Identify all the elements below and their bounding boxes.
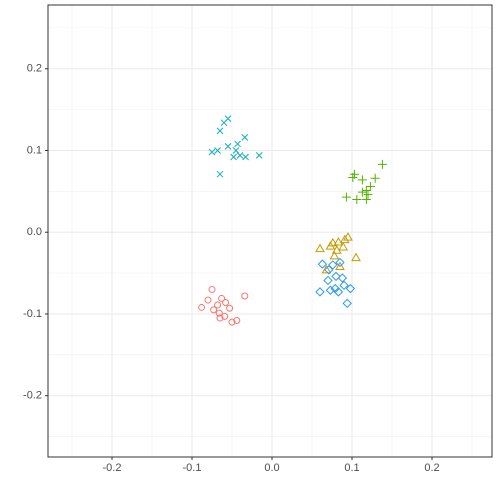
- panel-border: [47, 4, 493, 458]
- point: [220, 119, 228, 127]
- point: [228, 318, 236, 326]
- point: [341, 192, 351, 202]
- point: [343, 232, 353, 241]
- y-tick-label: -0.1: [23, 308, 42, 320]
- point: [365, 181, 375, 191]
- point: [233, 317, 241, 325]
- point: [361, 186, 371, 196]
- point: [255, 152, 263, 159]
- point: [215, 309, 223, 317]
- point: [349, 169, 359, 179]
- point: [331, 271, 341, 282]
- panel: [48, 5, 492, 457]
- point: [315, 243, 325, 253]
- point: [345, 283, 356, 294]
- point: [315, 287, 325, 297]
- point: [214, 301, 222, 309]
- point: [325, 285, 336, 295]
- point: [232, 147, 240, 154]
- point: [216, 127, 224, 135]
- y-tick-label: 0.2: [27, 63, 42, 75]
- point: [242, 153, 249, 161]
- x-tick-label: -0.1: [183, 462, 202, 474]
- point: [210, 306, 218, 314]
- point: [357, 175, 367, 185]
- point: [208, 285, 216, 293]
- point: [234, 140, 241, 148]
- point: [218, 294, 226, 302]
- point: [323, 275, 333, 286]
- point: [335, 257, 345, 268]
- point: [224, 143, 232, 150]
- point: [241, 134, 249, 141]
- point: [338, 241, 349, 251]
- point: [221, 312, 229, 320]
- point: [214, 147, 221, 154]
- point: [342, 298, 352, 309]
- point: [324, 265, 334, 275]
- point: [321, 264, 332, 274]
- point: [208, 148, 216, 156]
- point: [236, 152, 244, 159]
- point: [317, 259, 328, 269]
- point: [337, 273, 348, 283]
- point: [331, 245, 342, 254]
- point: [361, 195, 371, 205]
- point: [339, 280, 349, 291]
- point: [198, 303, 206, 311]
- x-tick-label: 0.2: [424, 462, 439, 474]
- point: [222, 299, 230, 307]
- point: [241, 292, 249, 300]
- y-tick-label: 0.0: [27, 226, 42, 238]
- point: [335, 261, 345, 271]
- point: [357, 187, 367, 197]
- point: [230, 153, 237, 161]
- grid: [48, 5, 492, 457]
- y-tick-label: -0.2: [23, 390, 42, 402]
- point: [216, 314, 224, 322]
- point: [333, 237, 344, 246]
- x-tick-label: 0.0: [264, 462, 279, 474]
- y-tick-label: 0.1: [27, 144, 42, 156]
- marks: [198, 115, 387, 326]
- point: [216, 170, 224, 178]
- point: [339, 234, 350, 244]
- point: [333, 287, 344, 297]
- point: [327, 237, 338, 247]
- point: [351, 252, 361, 262]
- point: [363, 190, 373, 200]
- point: [328, 260, 338, 270]
- point: [377, 159, 387, 169]
- point: [329, 250, 340, 260]
- x-tick-label: 0.1: [344, 462, 359, 474]
- point: [204, 296, 212, 304]
- point: [370, 173, 380, 183]
- x-tick-label: -0.2: [103, 462, 122, 474]
- point: [352, 195, 362, 205]
- point: [226, 304, 234, 312]
